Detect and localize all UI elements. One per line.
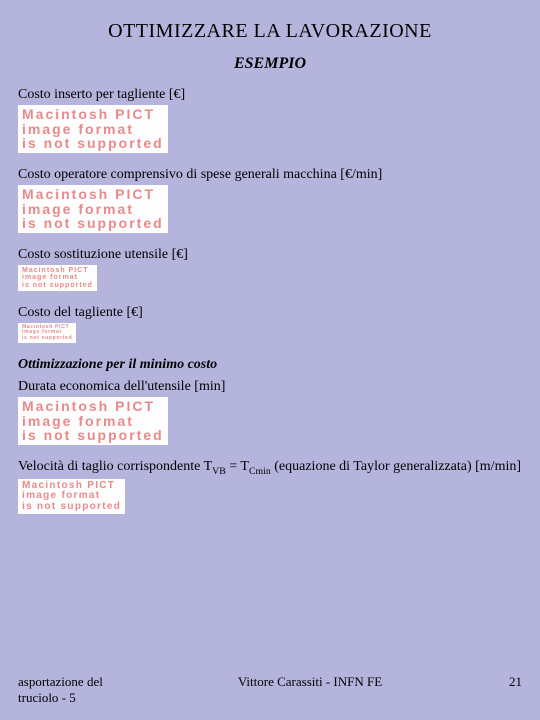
pict-placeholder-icon: Macintosh PICT image format is not suppo… xyxy=(18,265,97,291)
pict-line: Macintosh PICT xyxy=(22,187,164,202)
slide-subtitle: ESEMPIO xyxy=(18,55,522,73)
section-durata: Durata economica dell'utensile [min] Mac… xyxy=(18,379,522,457)
pict-placeholder-icon: Macintosh PICT image format is not suppo… xyxy=(18,323,76,343)
slide-footer: asportazione del truciolo - 5 Vittore Ca… xyxy=(18,674,522,706)
pict-line: Macintosh PICT xyxy=(22,107,164,122)
pict-line: Macintosh PICT xyxy=(22,399,164,414)
label-costo-operatore: Costo operatore comprensivo di spese gen… xyxy=(18,167,522,183)
pict-placeholder-icon: Macintosh PICT image format is not suppo… xyxy=(18,397,168,445)
pict-line: image format xyxy=(22,274,93,281)
velocita-sub2: Cmin xyxy=(249,466,271,477)
pict-line: is not supported xyxy=(22,502,121,513)
section-velocita: Velocità di taglio corrispondente TVB = … xyxy=(18,459,522,526)
pict-placeholder-icon: Macintosh PICT image format is not suppo… xyxy=(18,105,168,153)
pict-line: is not supported xyxy=(22,428,164,443)
label-ottimizzazione: Ottimizzazione per il minimo costo xyxy=(18,357,522,373)
pict-line: is not supported xyxy=(22,216,164,231)
footer-page-number: 21 xyxy=(482,674,522,690)
velocita-mid: = T xyxy=(226,459,249,474)
velocita-post: (equazione di Taylor generalizzata) [m/m… xyxy=(271,459,521,474)
section-costo-tagliente: Costo del tagliente [€] Macintosh PICT i… xyxy=(18,305,522,355)
pict-line: image format xyxy=(22,414,164,429)
label-durata: Durata economica dell'utensile [min] xyxy=(18,379,522,395)
section-costo-sostituzione: Costo sostituzione utensile [€] Macintos… xyxy=(18,247,522,303)
label-costo-inserto: Costo inserto per tagliente [€] xyxy=(18,87,522,103)
pict-line: is not supported xyxy=(22,136,164,151)
pict-line: is not supported xyxy=(22,282,93,289)
pict-line: is not supported xyxy=(22,336,72,341)
label-costo-sostituzione: Costo sostituzione utensile [€] xyxy=(18,247,522,263)
pict-placeholder-icon: Macintosh PICT image format is not suppo… xyxy=(18,479,125,515)
label-velocita: Velocità di taglio corrispondente TVB = … xyxy=(18,459,522,477)
section-costo-operatore: Costo operatore comprensivo di spese gen… xyxy=(18,167,522,245)
footer-left: asportazione del truciolo - 5 xyxy=(18,674,138,706)
pict-line: image format xyxy=(22,122,164,137)
pict-line: Macintosh PICT xyxy=(22,267,93,274)
section-costo-inserto: Costo inserto per tagliente [€] Macintos… xyxy=(18,87,522,165)
footer-center: Vittore Carassiti - INFN FE xyxy=(138,674,482,690)
pict-line: image format xyxy=(22,202,164,217)
pict-placeholder-icon: Macintosh PICT image format is not suppo… xyxy=(18,185,168,233)
velocita-pre: Velocità di taglio corrispondente T xyxy=(18,459,212,474)
slide-title: OTTIMIZZARE LA LAVORAZIONE xyxy=(18,20,522,43)
label-costo-tagliente: Costo del tagliente [€] xyxy=(18,305,522,321)
velocita-sub1: VB xyxy=(212,466,226,477)
